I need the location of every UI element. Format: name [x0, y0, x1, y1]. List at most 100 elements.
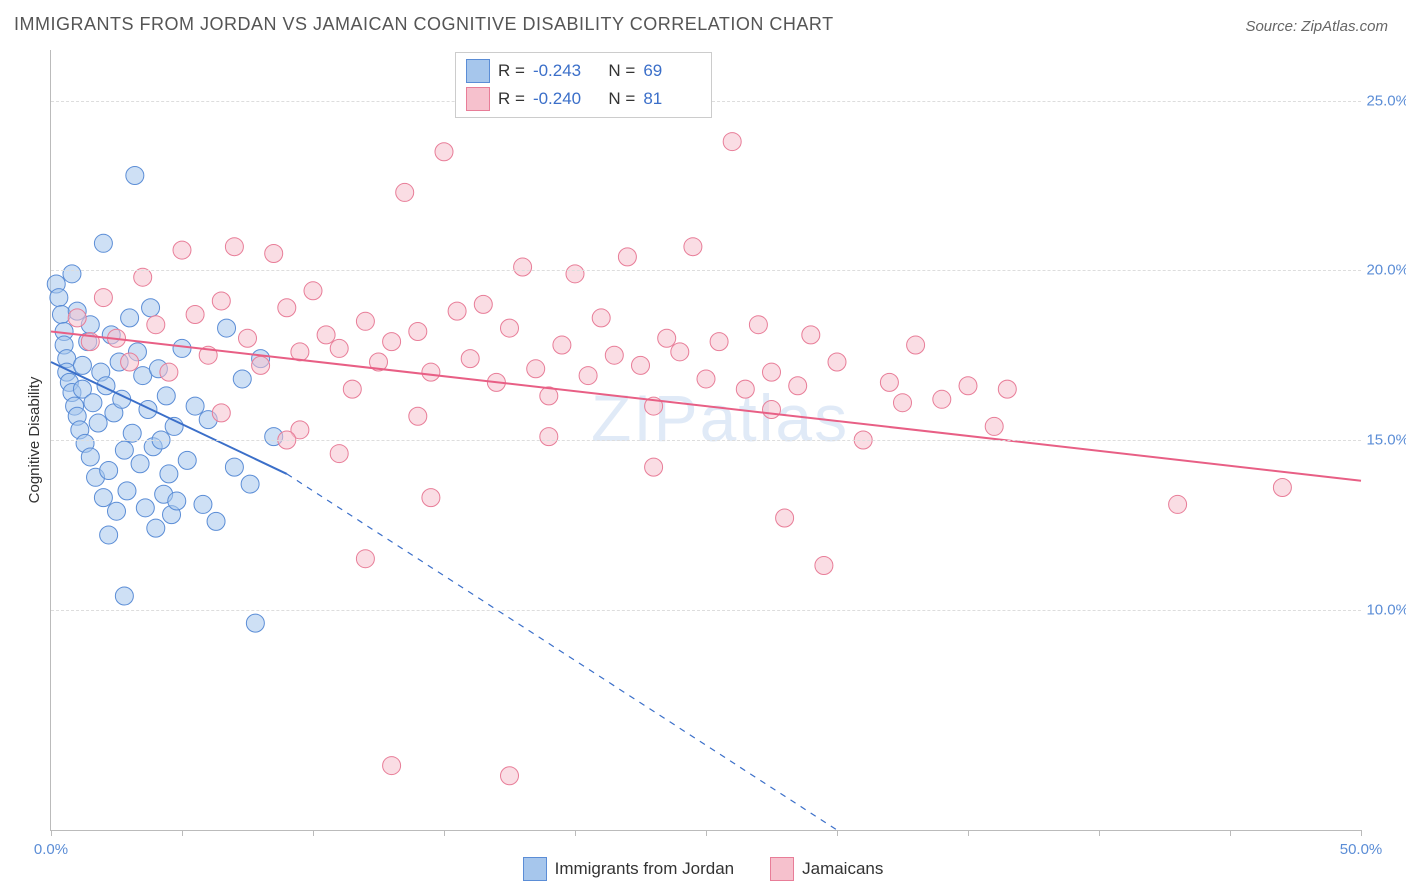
scatter-point	[749, 316, 767, 334]
scatter-point	[383, 757, 401, 775]
scatter-point	[540, 428, 558, 446]
scatter-point	[252, 356, 270, 374]
scatter-point	[697, 370, 715, 388]
x-tick	[444, 830, 445, 836]
scatter-point	[435, 143, 453, 161]
legend-swatch	[466, 87, 490, 111]
scatter-point	[160, 465, 178, 483]
scatter-point	[207, 512, 225, 530]
scatter-point	[553, 336, 571, 354]
scatter-point	[789, 377, 807, 395]
scatter-point	[100, 526, 118, 544]
scatter-point	[501, 319, 519, 337]
scatter-point	[186, 397, 204, 415]
scatter-point	[605, 346, 623, 364]
legend-item: Jamaicans	[770, 857, 883, 881]
scatter-point	[802, 326, 820, 344]
scatter-point	[317, 326, 335, 344]
scatter-point	[1273, 478, 1291, 496]
scatter-point	[233, 370, 251, 388]
chart-title: IMMIGRANTS FROM JORDAN VS JAMAICAN COGNI…	[14, 14, 834, 35]
scatter-point	[461, 350, 479, 368]
scatter-point	[225, 458, 243, 476]
scatter-point	[907, 336, 925, 354]
scatter-point	[115, 441, 133, 459]
scatter-point	[94, 234, 112, 252]
scatter-point	[396, 183, 414, 201]
legend-stat-row: R = -0.243 N = 69	[466, 57, 701, 85]
legend-stat-row: R = -0.240 N = 81	[466, 85, 701, 113]
scatter-point	[239, 329, 257, 347]
stat-r-label: R =	[498, 89, 525, 109]
scatter-point	[409, 322, 427, 340]
scatter-point	[959, 377, 977, 395]
scatter-point	[448, 302, 466, 320]
series-legend: Immigrants from Jordan Jamaicans	[0, 857, 1406, 886]
scatter-point	[409, 407, 427, 425]
y-tick-label: 15.0%	[1366, 432, 1406, 449]
scatter-point	[383, 333, 401, 351]
scatter-point	[527, 360, 545, 378]
legend-swatch	[770, 857, 794, 881]
stat-r-value: -0.243	[533, 61, 591, 81]
stat-r-label: R =	[498, 61, 525, 81]
stat-n-label: N =	[599, 89, 635, 109]
scatter-point	[658, 329, 676, 347]
x-tick	[837, 830, 838, 836]
legend-label: Immigrants from Jordan	[555, 859, 735, 879]
grid-line	[51, 440, 1361, 441]
scatter-point	[566, 265, 584, 283]
source-attribution: Source: ZipAtlas.com	[1245, 18, 1388, 35]
scatter-point	[73, 356, 91, 374]
scatter-point	[501, 767, 519, 785]
trend-line	[287, 474, 837, 830]
scatter-point	[828, 353, 846, 371]
scatter-point	[356, 312, 374, 330]
scatter-point	[985, 417, 1003, 435]
scatter-point	[632, 356, 650, 374]
scatter-point	[1169, 495, 1187, 513]
scatter-point	[710, 333, 728, 351]
x-tick	[1099, 830, 1100, 836]
scatter-point	[212, 292, 230, 310]
stat-n-label: N =	[599, 61, 635, 81]
scatter-point	[168, 492, 186, 510]
scatter-point	[118, 482, 136, 500]
scatter-point	[514, 258, 532, 276]
scatter-point	[50, 289, 68, 307]
scatter-point	[330, 339, 348, 357]
scatter-point	[225, 238, 243, 256]
stat-r-value: -0.240	[533, 89, 591, 109]
scatter-point	[998, 380, 1016, 398]
stat-n-value: 69	[643, 61, 701, 81]
scatter-point	[645, 458, 663, 476]
scatter-point	[94, 289, 112, 307]
scatter-point	[815, 556, 833, 574]
y-tick-label: 10.0%	[1366, 601, 1406, 618]
scatter-point	[147, 316, 165, 334]
scatter-point	[142, 299, 160, 317]
x-tick	[968, 830, 969, 836]
scatter-point	[894, 394, 912, 412]
scatter-point	[304, 282, 322, 300]
scatter-point	[474, 295, 492, 313]
scatter-point	[186, 306, 204, 324]
scatter-point	[241, 475, 259, 493]
scatter-point	[723, 133, 741, 151]
scatter-point	[147, 519, 165, 537]
scatter-point	[121, 353, 139, 371]
scatter-point	[121, 309, 139, 327]
scatter-point	[356, 550, 374, 568]
scatter-point	[139, 400, 157, 418]
scatter-point	[131, 455, 149, 473]
scatter-point	[671, 343, 689, 361]
stat-n-value: 81	[643, 89, 701, 109]
scatter-point	[763, 363, 781, 381]
scatter-point	[776, 509, 794, 527]
scatter-point	[81, 448, 99, 466]
x-tick	[1361, 830, 1362, 836]
scatter-point	[115, 587, 133, 605]
scatter-point	[684, 238, 702, 256]
trend-line	[51, 331, 1361, 480]
scatter-point	[246, 614, 264, 632]
